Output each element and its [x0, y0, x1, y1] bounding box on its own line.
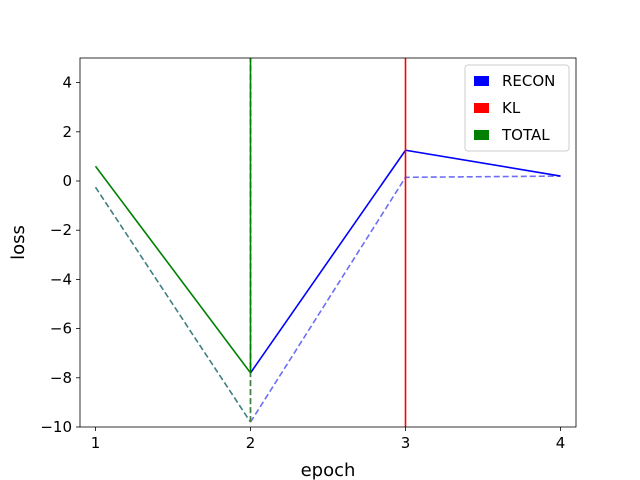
legend-swatch-kl	[474, 103, 489, 113]
x-tick-label: 1	[91, 434, 101, 452]
y-axis-label: loss	[8, 225, 29, 260]
legend: RECON KL TOTAL	[464, 64, 570, 152]
plot-frame	[79, 57, 577, 428]
x-tick-label: 4	[556, 434, 566, 452]
y-axis-ticks: 4 2 0 −2 −4 −6 −8 −10	[40, 74, 80, 436]
series-line-recon-dashed-1	[94, 186, 252, 423]
y-tick-label: 0	[62, 172, 72, 190]
y-tick-label: 4	[62, 74, 72, 92]
legend-label-total: TOTAL	[501, 126, 550, 144]
series-line-total-solid-5	[94, 165, 252, 374]
legend-label-kl: KL	[502, 99, 521, 117]
y-tick-label: −6	[50, 320, 72, 338]
x-axis-label: epoch	[301, 460, 356, 480]
legend-swatch-recon	[474, 76, 489, 86]
plot-lines	[94, 58, 561, 427]
y-tick-label: −10	[40, 418, 72, 436]
legend-box	[464, 64, 570, 152]
x-tick-label: 2	[246, 434, 256, 452]
y-tick-label: −2	[50, 221, 72, 239]
legend-swatch-total	[474, 130, 489, 140]
y-tick-label: −4	[50, 270, 72, 288]
y-tick-label: 2	[62, 123, 72, 141]
x-tick-label: 3	[401, 434, 411, 452]
legend-label-recon: RECON	[502, 72, 555, 90]
x-axis-ticks: 1 2 3 4	[91, 427, 566, 452]
y-tick-label: −8	[50, 369, 72, 387]
